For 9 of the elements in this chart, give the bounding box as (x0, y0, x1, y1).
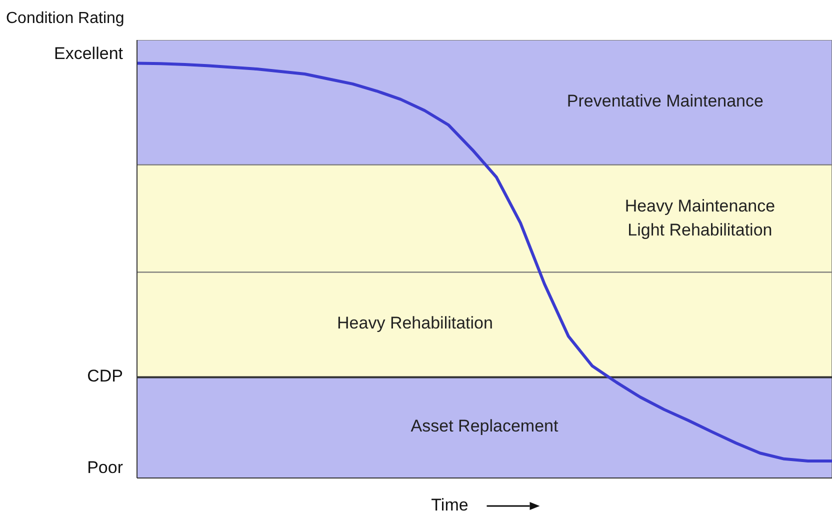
band-label: Asset Replacement (410, 417, 558, 436)
band-label: Preventative Maintenance (566, 92, 764, 111)
band-label: Heavy Rehabilitation (337, 314, 493, 334)
ref-line-label: CDP (87, 366, 123, 386)
text: Poor (87, 458, 123, 478)
text: Excellent (54, 44, 123, 64)
x-axis-title: Time (431, 495, 468, 514)
y-axis-title: Condition Rating (6, 10, 124, 28)
band-label: Heavy Maintenance Light Rehabilitation (624, 197, 776, 240)
